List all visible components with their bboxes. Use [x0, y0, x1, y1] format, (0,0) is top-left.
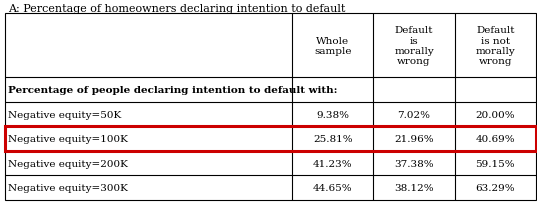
- Text: 63.29%: 63.29%: [475, 183, 515, 192]
- Text: A: Percentage of homeowners declaring intention to default: A: Percentage of homeowners declaring in…: [8, 4, 345, 14]
- Text: 41.23%: 41.23%: [313, 159, 353, 168]
- Text: Default
is not
morally
wrong: Default is not morally wrong: [475, 26, 515, 66]
- Text: Negative equity=100K: Negative equity=100K: [8, 134, 128, 143]
- Text: Negative equity=50K: Negative equity=50K: [8, 110, 121, 119]
- Text: Percentage of people declaring intention to default with:: Percentage of people declaring intention…: [8, 86, 338, 95]
- Text: 7.02%: 7.02%: [397, 110, 431, 119]
- Text: 38.12%: 38.12%: [394, 183, 434, 192]
- Text: 21.96%: 21.96%: [394, 134, 434, 143]
- Bar: [5, 127, 536, 151]
- Text: 44.65%: 44.65%: [313, 183, 353, 192]
- Text: 20.00%: 20.00%: [475, 110, 515, 119]
- Text: 37.38%: 37.38%: [394, 159, 434, 168]
- Text: 25.81%: 25.81%: [313, 134, 353, 143]
- Text: 59.15%: 59.15%: [475, 159, 515, 168]
- Text: Negative equity=200K: Negative equity=200K: [8, 159, 128, 168]
- Text: 9.38%: 9.38%: [316, 110, 349, 119]
- Text: Default
is
morally
wrong: Default is morally wrong: [394, 26, 434, 66]
- Text: 40.69%: 40.69%: [475, 134, 515, 143]
- Text: Negative equity=300K: Negative equity=300K: [8, 183, 128, 192]
- Text: Whole
sample: Whole sample: [314, 37, 352, 56]
